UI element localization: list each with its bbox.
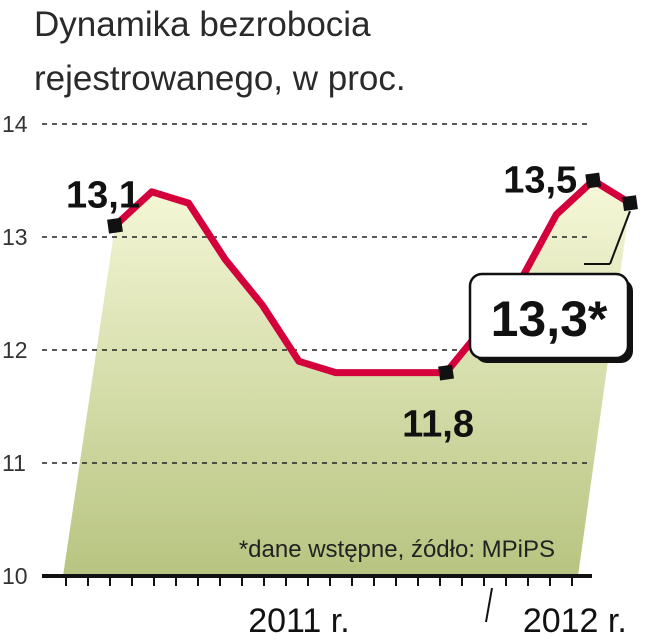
- area-fill-layer: [63, 180, 630, 576]
- x-tick-label-2: 2012 r.: [523, 602, 627, 640]
- data-label: 13,1: [66, 175, 140, 217]
- chart-title-line-1: Dynamika bezrobocia: [34, 5, 371, 44]
- callout-box: [468, 272, 630, 360]
- data-point-marker: [438, 364, 454, 381]
- y-tick-label-12: 12: [2, 337, 28, 363]
- data-labels: 13,1 11,8 13,5 13,3*: [66, 160, 633, 446]
- y-tick-label-14: 14: [2, 111, 28, 137]
- data-label: 11,8: [402, 404, 474, 446]
- source-note: *dane wstępne, źódło: MPiPS: [239, 536, 555, 563]
- gridlines: [42, 123, 592, 464]
- callout-leader: [609, 210, 631, 265]
- y-axis-ticks: 10 11 12 13 14: [2, 111, 28, 589]
- markers: [107, 172, 638, 381]
- x-tick-label-1: 2011 r.: [248, 602, 349, 640]
- data-point-marker: [622, 195, 638, 212]
- series-line-layer: [111, 177, 634, 377]
- data-label: 13,5: [503, 160, 577, 202]
- y-tick-label-13: 13: [2, 224, 28, 250]
- y-tick-label-11: 11: [2, 450, 26, 476]
- data-point-marker: [107, 217, 123, 234]
- area-fill: [63, 180, 630, 576]
- data-point-marker: [585, 172, 602, 189]
- year-separator: [485, 587, 493, 623]
- y-tick-label-10: 10: [2, 563, 28, 589]
- x-axis: 2011 r. 2012 r.: [42, 574, 627, 640]
- series-line: [111, 177, 634, 377]
- data-label-callout: 13,3*: [491, 291, 608, 347]
- chart-title-line-2: rejestrowanego, w proc.: [34, 59, 406, 98]
